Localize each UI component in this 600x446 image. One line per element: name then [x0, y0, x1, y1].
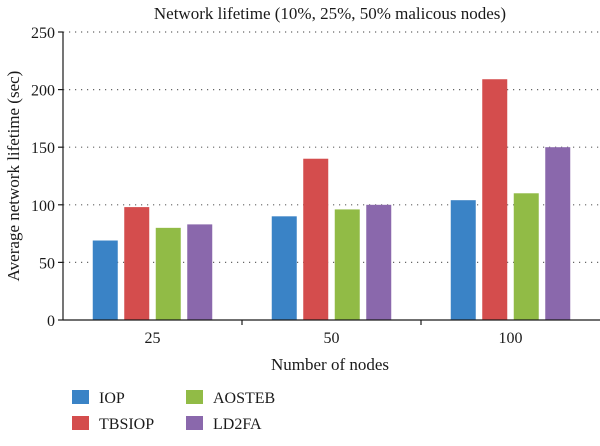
bar-aosteb-25: [156, 228, 181, 320]
bar-tbsiop-100: [482, 79, 507, 320]
chart: Network lifetime (10%, 25%, 50% malicous…: [0, 0, 600, 446]
bar-tbsiop-50: [303, 159, 328, 320]
legend-swatch-iop: [72, 390, 89, 404]
x-tick-label: 25: [145, 330, 161, 347]
legend-label-tbsiop: TBSIOP: [99, 416, 154, 433]
x-ticks: 25 50 100: [145, 320, 523, 347]
legend: IOP TBSIOP AOSTEB LD2FA: [72, 390, 275, 433]
x-tick-label: 50: [324, 330, 340, 347]
bar-iop-100: [451, 200, 476, 320]
y-tick-label: 50: [39, 255, 55, 272]
y-axis-label: Average network lifetime (sec): [4, 71, 23, 282]
bar-tbsiop-25: [124, 207, 149, 320]
y-tick-label: 200: [31, 83, 55, 100]
bars: [93, 79, 571, 320]
bar-aosteb-100: [514, 193, 539, 320]
legend-swatch-aosteb: [186, 390, 203, 404]
y-ticks: 0 50 100 150 200 250: [31, 25, 63, 330]
bar-ld2fa-25: [187, 224, 212, 320]
bar-iop-50: [272, 216, 297, 320]
legend-label-aosteb: AOSTEB: [213, 390, 275, 407]
bar-ld2fa-50: [366, 205, 391, 320]
y-tick-label: 100: [31, 198, 55, 215]
legend-swatch-tbsiop: [72, 416, 89, 430]
y-tick-label: 0: [47, 313, 55, 330]
legend-label-iop: IOP: [99, 390, 125, 407]
legend-label-ld2fa: LD2FA: [213, 416, 262, 433]
y-tick-label: 250: [31, 25, 55, 42]
chart-title: Network lifetime (10%, 25%, 50% malicous…: [154, 4, 506, 23]
bar-aosteb-50: [335, 209, 360, 320]
bar-ld2fa-100: [545, 147, 570, 320]
legend-swatch-ld2fa: [186, 416, 203, 430]
x-tick-label: 100: [499, 330, 523, 347]
y-tick-label: 150: [31, 140, 55, 157]
bar-iop-25: [93, 241, 118, 320]
x-axis-label: Number of nodes: [271, 355, 389, 374]
